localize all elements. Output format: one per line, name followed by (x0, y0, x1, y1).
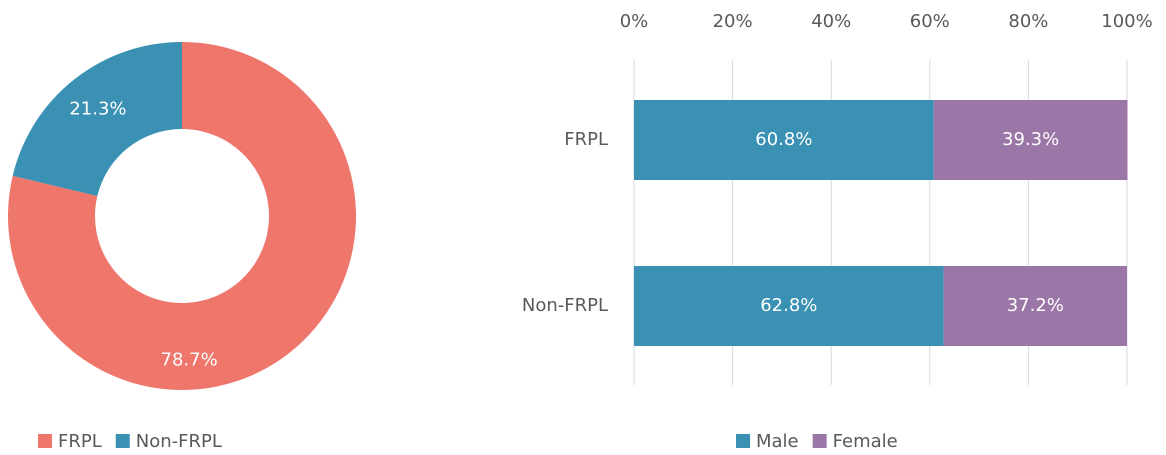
bar-segment (634, 100, 934, 180)
legend-label: FRPL (58, 431, 102, 452)
data-label: 21.3% (69, 99, 126, 120)
x-tick-label: 60% (910, 11, 950, 32)
legend-label: Female (833, 431, 898, 452)
y-tick-label: Non-FRPL (522, 295, 608, 316)
y-tick-label: FRPL (564, 129, 608, 150)
x-tick-label: 80% (1008, 11, 1048, 32)
legend-swatch (736, 434, 750, 448)
legend-label: Non-FRPL (136, 431, 222, 452)
data-label: 62.8% (760, 295, 817, 316)
donut-slice (7, 42, 356, 390)
data-label: 39.3% (1002, 129, 1059, 150)
data-label: 78.7% (161, 349, 218, 370)
donut-slice (12, 42, 182, 196)
legend-label: Male (756, 431, 799, 452)
bar-segment (634, 266, 944, 346)
bar-segment (933, 100, 1128, 180)
legend-swatch (812, 434, 827, 448)
x-tick-label: 40% (811, 11, 851, 32)
bar-segment (943, 266, 1127, 346)
data-label: 37.2% (1007, 295, 1064, 316)
x-tick-label: 20% (713, 11, 753, 32)
x-tick-label: 0% (620, 11, 649, 32)
data-label: 60.8% (755, 129, 812, 150)
x-tick-label: 100% (1101, 11, 1152, 32)
legend-swatch (115, 434, 130, 448)
legend-swatch (38, 434, 52, 448)
